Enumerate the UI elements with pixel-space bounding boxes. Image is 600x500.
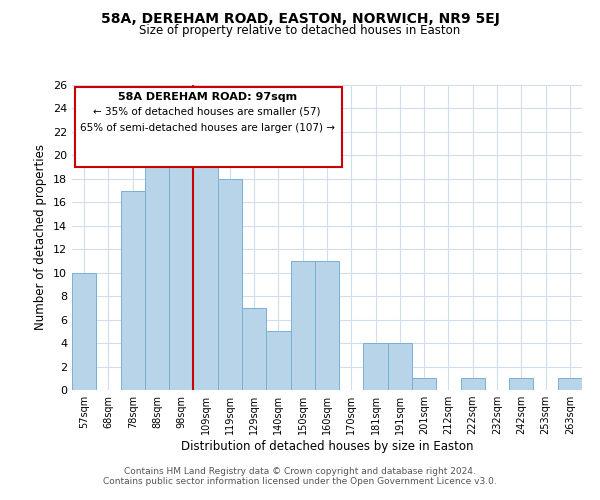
Bar: [218, 179, 242, 390]
Bar: [412, 378, 436, 390]
Bar: [558, 378, 582, 390]
Text: 58A DEREHAM ROAD: 97sqm: 58A DEREHAM ROAD: 97sqm: [118, 92, 297, 102]
Y-axis label: Number of detached properties: Number of detached properties: [34, 144, 47, 330]
Bar: [509, 378, 533, 390]
Bar: [290, 261, 315, 390]
Bar: [169, 132, 193, 390]
Bar: [388, 343, 412, 390]
Text: Size of property relative to detached houses in Easton: Size of property relative to detached ho…: [139, 24, 461, 37]
Bar: [193, 144, 218, 390]
X-axis label: Distribution of detached houses by size in Easton: Distribution of detached houses by size …: [181, 440, 473, 453]
FancyBboxPatch shape: [74, 86, 342, 168]
Bar: [266, 332, 290, 390]
Text: ← 35% of detached houses are smaller (57): ← 35% of detached houses are smaller (57…: [94, 107, 321, 117]
Bar: [315, 261, 339, 390]
Bar: [145, 144, 169, 390]
Text: Contains HM Land Registry data © Crown copyright and database right 2024.: Contains HM Land Registry data © Crown c…: [124, 467, 476, 476]
Bar: [364, 343, 388, 390]
Bar: [461, 378, 485, 390]
Text: 65% of semi-detached houses are larger (107) →: 65% of semi-detached houses are larger (…: [80, 123, 335, 133]
Bar: [242, 308, 266, 390]
Bar: [72, 272, 96, 390]
Text: 58A, DEREHAM ROAD, EASTON, NORWICH, NR9 5EJ: 58A, DEREHAM ROAD, EASTON, NORWICH, NR9 …: [101, 12, 499, 26]
Bar: [121, 190, 145, 390]
Text: Contains public sector information licensed under the Open Government Licence v3: Contains public sector information licen…: [103, 477, 497, 486]
